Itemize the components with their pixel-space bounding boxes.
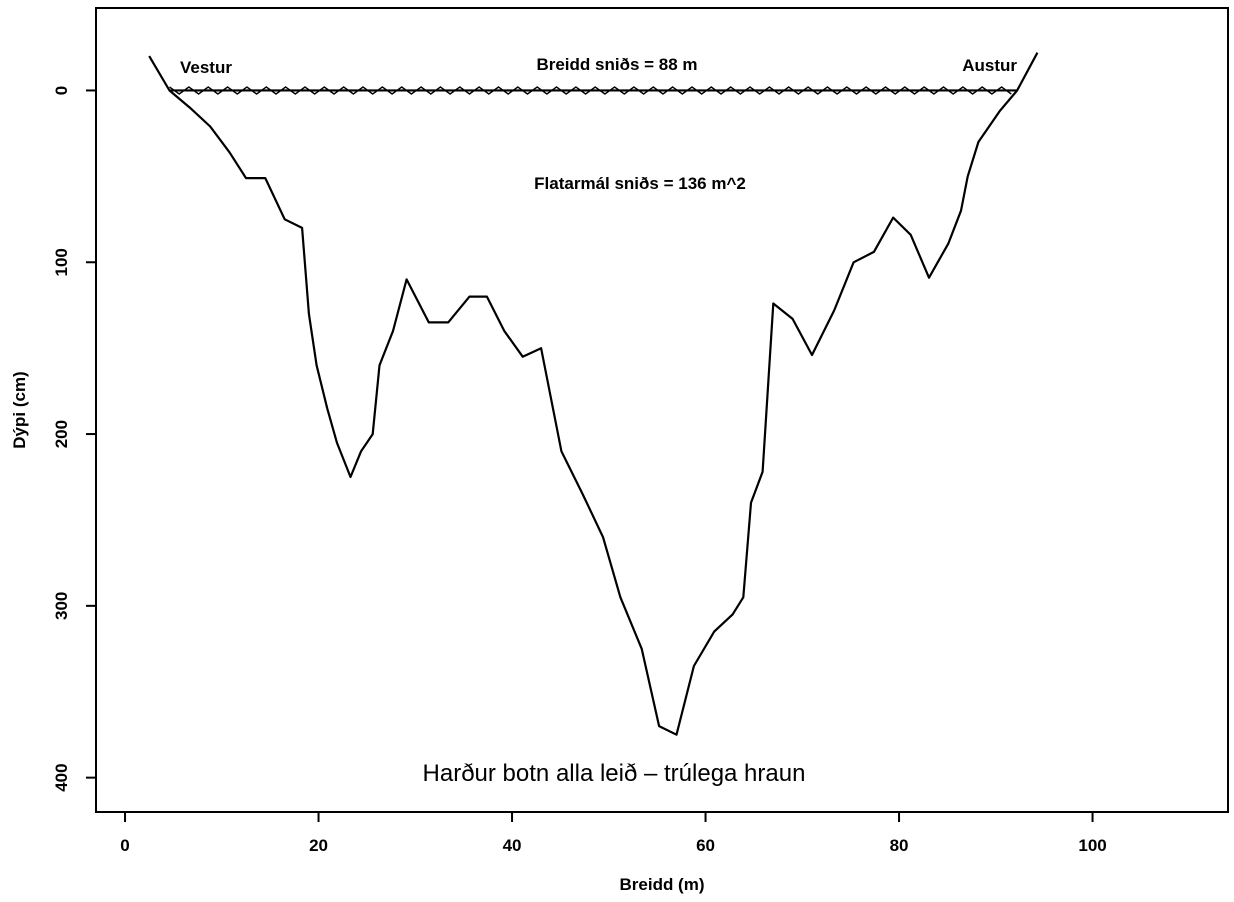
y-tick-label-200: 200 [52, 420, 71, 448]
y-tick-label-300: 300 [52, 592, 71, 620]
x-tick-label-0: 0 [120, 836, 129, 855]
y-tick-label-0: 0 [52, 86, 71, 95]
x-tick-label-20: 20 [309, 836, 328, 855]
x-tick-label-60: 60 [696, 836, 715, 855]
x-axis: 0 20 40 60 80 100 [120, 812, 1107, 855]
water-surface-markers [169, 86, 1012, 95]
x-tick-label-40: 40 [503, 836, 522, 855]
profile-line [148, 52, 1039, 736]
annotation-area: Flatarmál sniðs = 136 m^2 [534, 174, 746, 193]
plot-frame [95, 7, 1229, 813]
annotation-east: Austur [962, 56, 1017, 75]
profile-group [148, 52, 1039, 736]
x-tick-label-100: 100 [1078, 836, 1106, 855]
y-tick-label-100: 100 [52, 248, 71, 276]
annotation-width: Breidd sniðs = 88 m [536, 55, 697, 74]
y-axis: 0 100 200 300 400 [52, 86, 96, 792]
y-axis-title: Dýpi (cm) [10, 371, 29, 448]
water-surface [169, 86, 1018, 95]
x-axis-title: Breidd (m) [620, 875, 705, 894]
annotation-west: Vestur [180, 58, 232, 77]
x-tick-label-80: 80 [890, 836, 909, 855]
annotation-bottom: Harður botn alla leið – trúlega hraun [423, 760, 806, 787]
y-tick-label-400: 400 [52, 763, 71, 791]
